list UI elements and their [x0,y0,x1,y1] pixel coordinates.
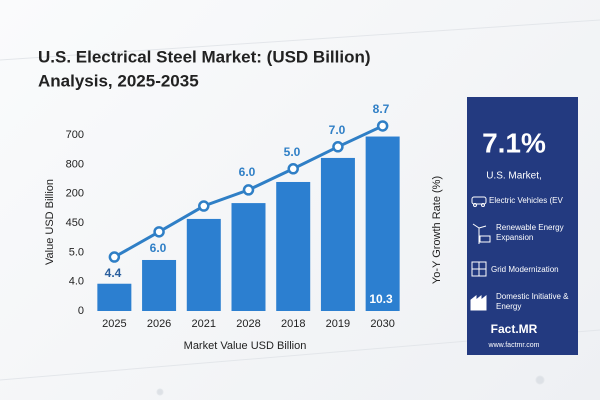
chart-subtitle: Analysis, 2025-2035 [38,71,199,90]
point [108,251,121,263]
bar [276,181,311,311]
bar [320,157,355,311]
y2-axis-label: Yo-Y Growth Rate (%) [431,176,443,284]
point [242,184,255,196]
point [287,163,299,175]
x-tick-label: 2019 [326,318,350,330]
panel-headline: 7.1% [482,127,546,158]
chart-title: U.S. Electrical Steel Market: (USD Billi… [38,47,371,66]
panel-item: Renewable Energy Expansion [496,223,564,242]
bar [186,218,221,311]
annotation: 10.3 [369,292,393,306]
panel-icons [470,196,491,311]
annotation: 6.0 [239,165,256,179]
panel-item: Electric Vehicles (EV [489,196,563,205]
panel-item: Grid Modernization [491,265,559,274]
annotation: 4.4 [105,266,122,280]
panel-brand: Fact.MR [491,322,538,336]
y-tick-label: 800 [66,158,84,170]
point [153,226,165,238]
bar [365,136,400,311]
x-tick-label: 2021 [192,318,216,330]
bar [231,203,266,311]
x-tick-label: 2026 [147,318,171,330]
y-tick-label: 5.0 [69,246,84,258]
panel-item: Domestic Initiative & Energy [496,292,569,311]
panel-subhead: U.S. Market, [486,171,542,182]
x-tick-label: 2030 [370,318,394,330]
bar [97,283,132,311]
point [198,200,210,212]
y-tick-label: 4.0 [69,276,84,288]
y-axis-label: Value USD Billion [44,179,56,265]
bar [142,259,177,311]
y-tick-label: 700 [66,129,84,141]
panel-item-box: Domestic Initiative & Energy [496,292,569,311]
x-tick-label: 2018 [281,318,305,330]
panel-url: www.factmr.com [488,342,540,349]
point [376,120,389,132]
point [332,141,344,153]
x-tick-label: 2028 [236,318,260,330]
annotation: 7.0 [329,123,346,137]
annotation: 8.7 [373,102,390,116]
annotation: 6.0 [150,241,167,255]
x-axis-label: Market Value USD Billion [184,340,307,352]
y-tick-label: 450 [66,217,84,229]
panel-item-box: Renewable Energy Expansion [496,223,564,242]
x-tick-label: 2025 [102,318,126,330]
y-tick-label: 200 [66,188,84,200]
y-tick-label: 0 [78,305,84,317]
annotation: 5.0 [284,145,301,159]
